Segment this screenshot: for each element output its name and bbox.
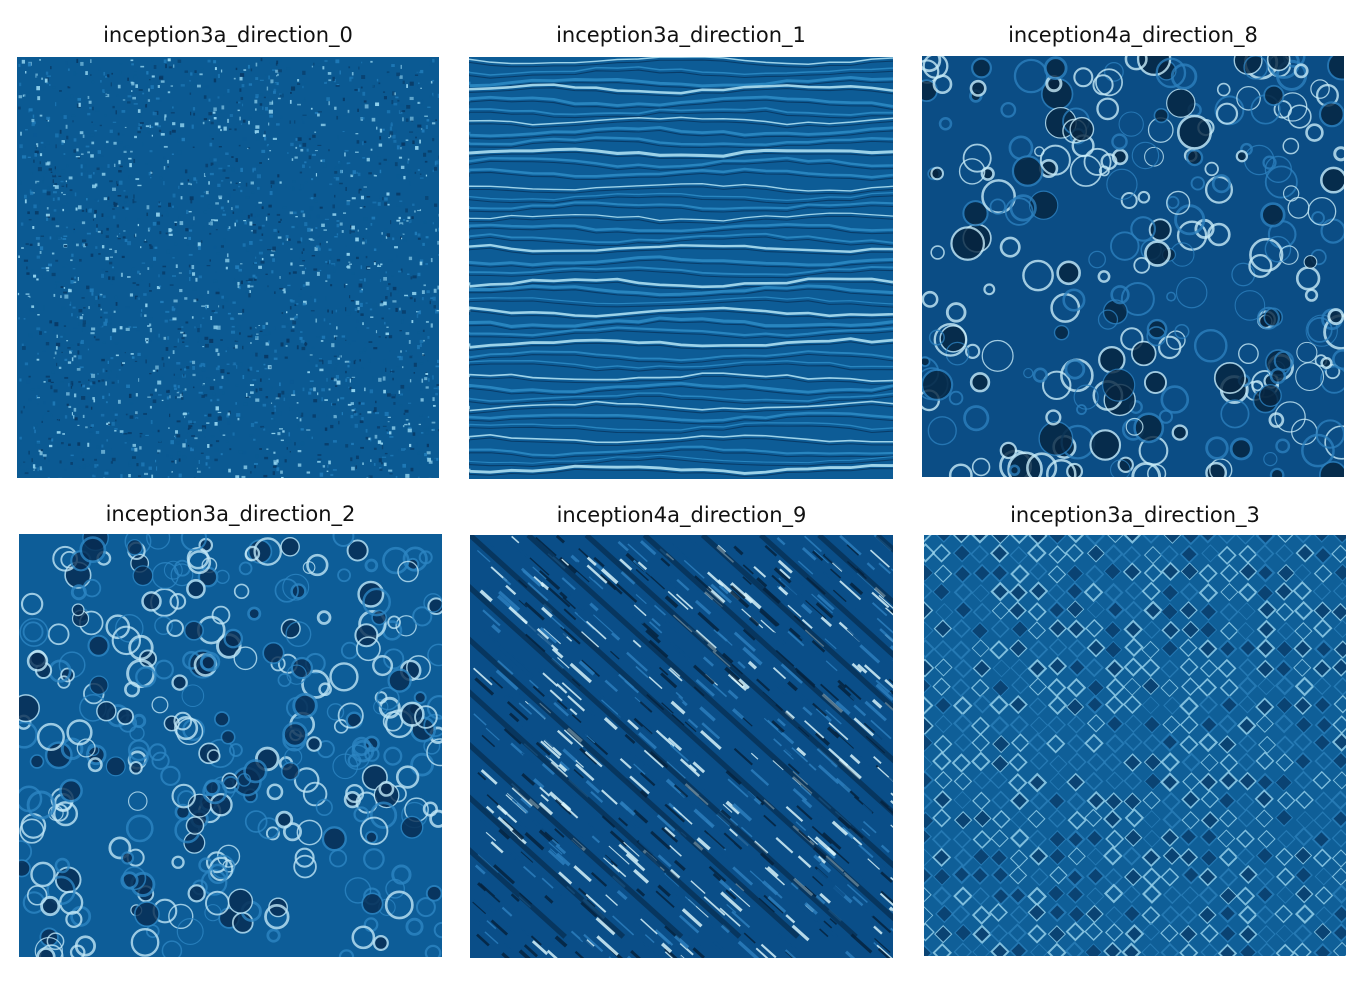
panel-title: inception3a_direction_0 [103,23,353,47]
feature-visualization-image [17,57,439,478]
feature-visualization-image [469,57,893,479]
panel-inception3a-direction-2: inception3a_direction_2 [19,499,442,957]
panel-inception3a-direction-1: inception3a_direction_1 [469,20,893,479]
feature-visualization-image [922,56,1344,477]
feature-visualization-image [19,534,442,957]
panel-title: inception4a_direction_8 [1008,23,1258,47]
panel-title: inception3a_direction_2 [105,502,356,526]
feature-visualization-image [470,535,893,958]
panel-title: inception3a_direction_1 [556,23,806,47]
panel-inception4a-direction-8: inception4a_direction_8 [922,20,1344,477]
panel-title: inception3a_direction_3 [1010,503,1260,527]
panel-title: inception4a_direction_9 [556,503,807,527]
panel-inception3a-direction-3: inception3a_direction_3 [924,500,1346,956]
panel-inception4a-direction-9: inception4a_direction_9 [470,500,893,958]
feature-visualization-image [924,535,1346,956]
panel-inception3a-direction-0: inception3a_direction_0 [17,20,439,478]
